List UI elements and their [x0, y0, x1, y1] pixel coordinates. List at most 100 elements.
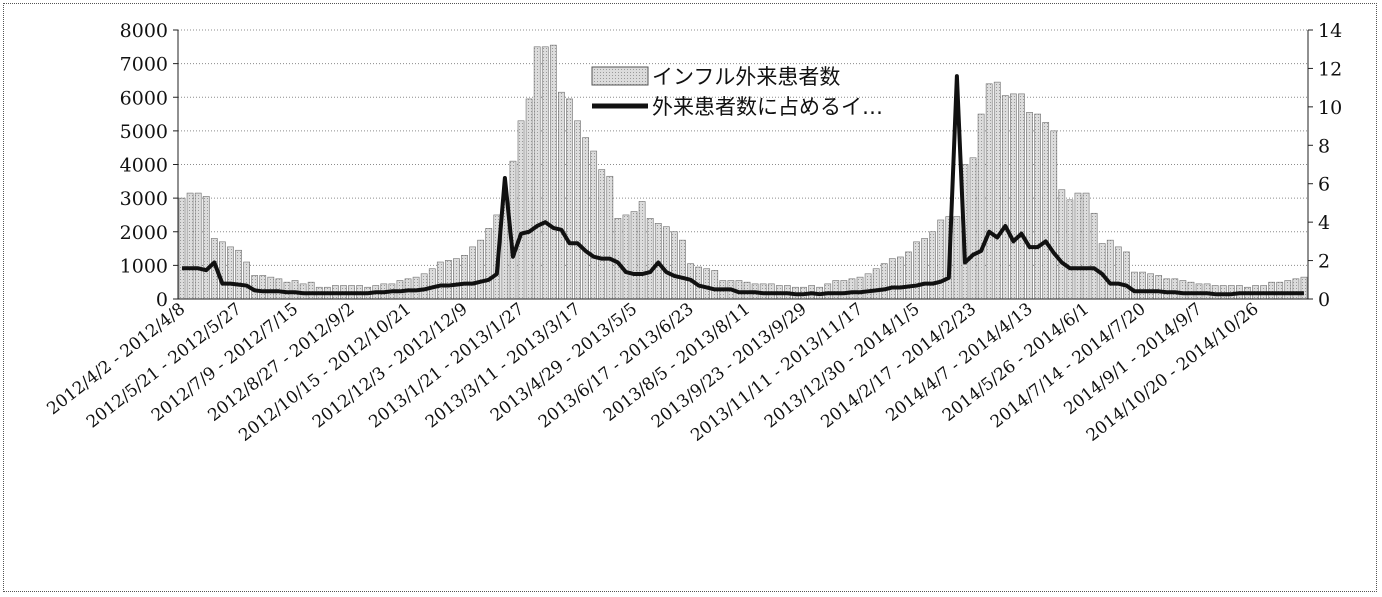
bar-54	[614, 218, 622, 300]
bar-7	[235, 249, 242, 300]
left-tick-label-4: 4000	[120, 155, 168, 177]
bar-119	[1139, 271, 1146, 300]
right-tick-label-3: 6	[1318, 174, 1330, 196]
bar-58	[646, 218, 654, 300]
bar-82	[840, 280, 848, 300]
bar-104	[1018, 93, 1025, 300]
bar-50	[582, 137, 589, 300]
bar-60	[662, 226, 670, 300]
left-tick-label-2: 2000	[120, 222, 168, 244]
bar-14	[291, 280, 299, 300]
legend: インフル外来患者数 外来患者数に占めるイ…	[591, 65, 883, 119]
legend-swatch-bar	[591, 66, 649, 86]
right-tick-label-4: 8	[1318, 135, 1330, 157]
bar-11	[267, 276, 275, 300]
bar-61	[671, 231, 678, 300]
bar-38	[485, 228, 493, 300]
bar-49	[574, 120, 581, 300]
bar-35	[461, 254, 468, 300]
bar-110	[1066, 199, 1074, 300]
bar-115	[1106, 239, 1114, 300]
bar-12	[275, 278, 283, 300]
bar-123	[1171, 278, 1179, 300]
left-tick-label-6: 6000	[120, 87, 168, 109]
bar-65	[703, 268, 711, 300]
left-tick-label-3: 3000	[120, 188, 168, 210]
bar-105	[1026, 112, 1033, 300]
bar-86	[872, 268, 880, 300]
bar-113	[1090, 212, 1098, 300]
bar-112	[1082, 192, 1090, 300]
bar-55	[622, 214, 630, 300]
bar-85	[864, 273, 872, 300]
bar-10	[259, 275, 267, 300]
bar-32	[436, 261, 444, 300]
bar-121	[1155, 275, 1163, 300]
bar-5	[219, 241, 226, 300]
bar-107	[1042, 122, 1050, 300]
left-tick-label-8: 8000	[120, 20, 168, 42]
bar-103	[1010, 93, 1017, 300]
bar-56	[630, 211, 638, 300]
bar-3	[202, 196, 210, 300]
left-y-axis-ticks: 0 1000 2000 3000 4000 5000 6000 7000 8000	[120, 20, 178, 311]
left-tick-label-0: 0	[156, 289, 168, 311]
bar-34	[453, 258, 460, 300]
ratio-line	[182, 74, 1304, 297]
bar-62	[679, 239, 686, 300]
left-tick-label-1: 1000	[120, 255, 168, 277]
bar-109	[1058, 189, 1066, 300]
bar-36	[469, 246, 476, 300]
left-tick-label-7: 7000	[120, 54, 168, 76]
bar-94	[937, 219, 945, 300]
bar-135	[1268, 281, 1276, 300]
bar-92	[921, 238, 928, 300]
bar-2	[194, 192, 202, 300]
bar-120	[1147, 273, 1154, 300]
bar-66	[711, 270, 719, 300]
bar-88	[888, 258, 896, 300]
bar-99	[977, 113, 985, 300]
right-tick-label-1: 2	[1318, 251, 1330, 273]
right-tick-label-2: 4	[1318, 212, 1330, 234]
right-tick-label-6: 12	[1318, 58, 1342, 80]
bar-52	[598, 169, 606, 300]
bar-46	[549, 44, 557, 300]
bar-45	[541, 46, 549, 300]
bar-31	[428, 268, 436, 300]
bar-1	[186, 192, 194, 300]
bar-0	[178, 197, 186, 300]
bar-118	[1131, 271, 1138, 300]
legend-label-line: 外来患者数に占めるイ…	[652, 95, 883, 119]
bar-84	[856, 276, 864, 300]
bar-89	[897, 256, 904, 300]
bar-90	[905, 251, 912, 300]
bar-100	[985, 83, 993, 300]
bar-106	[1034, 113, 1041, 300]
bar-48	[566, 98, 573, 300]
bar-124	[1179, 280, 1187, 300]
bar-137	[1284, 280, 1292, 300]
bar-44	[533, 46, 541, 300]
bar-117	[1123, 251, 1130, 300]
legend-label-bar: インフル外来患者数	[652, 65, 840, 89]
bar-138	[1292, 278, 1300, 300]
bar-81	[832, 280, 840, 300]
bar-87	[880, 263, 888, 300]
bar-8	[243, 261, 250, 300]
bar-98	[969, 157, 977, 300]
bar-43	[525, 98, 533, 300]
right-tick-label-0: 0	[1318, 289, 1330, 311]
bar-96	[953, 216, 961, 300]
right-tick-label-7: 14	[1318, 20, 1342, 42]
bar-42	[517, 120, 525, 300]
bar-116	[1114, 246, 1122, 300]
right-y-axis-ticks: 0 2 4 6 8 10 12 14	[1308, 20, 1342, 311]
bar-91	[913, 241, 920, 300]
bar-93	[929, 231, 937, 300]
line-series	[182, 74, 1304, 297]
bar-83	[848, 278, 856, 300]
bar-47	[558, 91, 565, 300]
